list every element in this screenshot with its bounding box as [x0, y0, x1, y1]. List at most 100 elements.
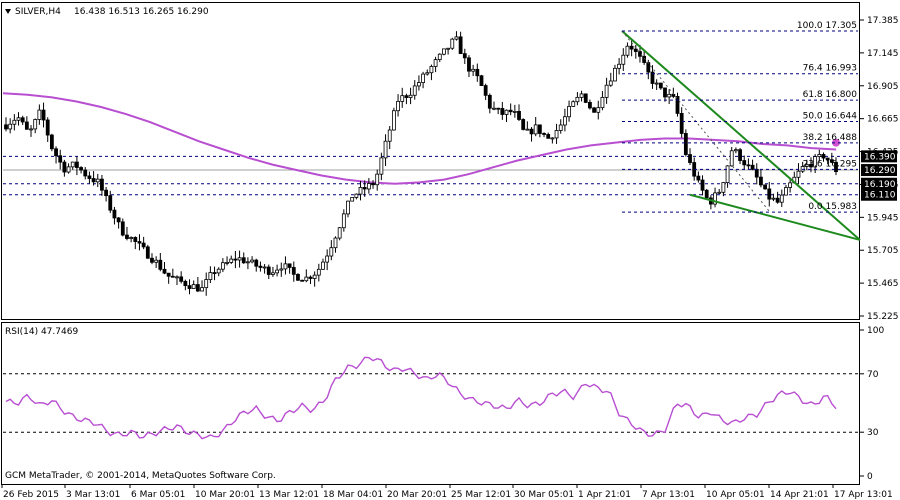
candle-body — [312, 274, 317, 279]
candle-body — [729, 150, 734, 167]
rsi-tick-label: 30 — [867, 428, 879, 438]
candle-body — [638, 51, 642, 57]
candle-body — [70, 161, 75, 168]
candle-body — [175, 276, 179, 279]
candle-body — [550, 137, 555, 140]
candle-body — [204, 279, 209, 289]
candle-body — [788, 182, 793, 188]
candle-body — [683, 133, 688, 155]
candle-body — [809, 164, 813, 168]
candle-body — [379, 157, 384, 175]
candle-body — [433, 59, 438, 67]
candle-body — [170, 275, 175, 278]
candle-body — [375, 173, 380, 186]
price-tag-box — [861, 164, 897, 177]
candle-body — [183, 280, 188, 287]
candle-body — [533, 124, 538, 135]
price-tick-label: 15.225 — [867, 312, 899, 322]
candle-body — [834, 161, 838, 173]
candle-body — [62, 161, 67, 173]
candle-body — [66, 166, 71, 173]
fib-level-label: 0.0 15.983 — [808, 202, 857, 212]
candle-body — [225, 262, 229, 264]
candle-body — [254, 259, 259, 267]
candle-body — [141, 242, 146, 248]
candle-body — [158, 259, 163, 270]
candle-body — [479, 75, 484, 86]
candle-body — [696, 175, 701, 181]
candle-body — [237, 257, 242, 261]
candle-body — [562, 116, 567, 126]
candle-body — [592, 107, 596, 113]
candle-body — [91, 178, 96, 183]
candle-body — [725, 165, 730, 183]
candle-body — [200, 287, 204, 292]
moving-average-layer — [2, 92, 837, 185]
candle-body — [233, 258, 238, 261]
candle-body — [721, 182, 726, 193]
fib-level-label: 61.8 16.800 — [803, 90, 858, 100]
candle-body — [454, 36, 459, 40]
candle-body — [95, 178, 100, 183]
time-tick-label: 6 Mar 05:01 — [131, 490, 185, 500]
candle-body — [49, 134, 54, 150]
candle-body — [120, 221, 125, 236]
candle-body — [713, 192, 717, 205]
candle-body — [654, 82, 659, 85]
time-tick-label: 14 Apr 21:01 — [770, 490, 829, 500]
candle-body — [542, 133, 546, 135]
candle-body — [471, 68, 476, 72]
candle-body — [529, 128, 534, 135]
candle-body — [275, 269, 280, 274]
triangle-down-icon[interactable] — [5, 9, 11, 14]
candle-body — [633, 48, 638, 52]
price-tag-label: 16.110 — [864, 191, 896, 201]
footer-copyright: GCM MetaTrader, © 2001-2014, MetaQuotes … — [5, 471, 276, 481]
candle-body — [754, 168, 759, 178]
candle-body — [412, 85, 417, 96]
candle-body — [679, 113, 684, 134]
rsi-tick-label: 70 — [867, 370, 879, 380]
candle-body — [104, 189, 109, 197]
candle-body — [508, 109, 513, 113]
candle-body — [179, 276, 184, 282]
candle-body — [492, 107, 496, 110]
candle-body — [767, 188, 772, 200]
candle-body — [779, 194, 784, 203]
candle-body — [742, 160, 747, 166]
candle-body — [504, 109, 509, 115]
candle-body — [675, 96, 680, 114]
candle-body — [429, 66, 434, 74]
candle-body — [100, 178, 104, 191]
candle-body — [83, 169, 88, 177]
candle-body — [195, 284, 200, 292]
time-tick-label: 3 Mar 13:01 — [66, 490, 120, 500]
candle-body — [746, 164, 751, 167]
price-tick-label: 16.665 — [867, 115, 899, 125]
candle-body — [575, 96, 580, 103]
time-tick-label: 17 Apr 13:01 — [834, 490, 893, 500]
candle-body — [29, 128, 33, 131]
candle-body — [554, 130, 559, 139]
candle-body — [483, 85, 488, 96]
candle-body — [425, 72, 430, 75]
candle-body — [496, 107, 501, 110]
candle-body — [825, 157, 830, 161]
candle-body — [333, 237, 338, 249]
time-tick-label: 26 Feb 2015 — [3, 490, 59, 500]
candle-body — [821, 154, 826, 159]
touch-marker — [832, 138, 840, 147]
candle-body — [75, 161, 79, 168]
rsi-axis: 100 70 30 0 — [860, 326, 884, 482]
rsi-pane-frame — [1, 322, 860, 485]
candle-body — [404, 95, 409, 98]
ohlc-values: 16.438 16.513 16.265 16.290 — [74, 7, 209, 17]
candle-body — [629, 45, 634, 50]
candle-body — [796, 170, 801, 178]
price-tag-label: 16.190 — [864, 180, 896, 190]
candle-body — [642, 55, 647, 63]
candle-body — [212, 272, 217, 274]
time-tick-label: 1 Apr 21:01 — [578, 490, 631, 500]
